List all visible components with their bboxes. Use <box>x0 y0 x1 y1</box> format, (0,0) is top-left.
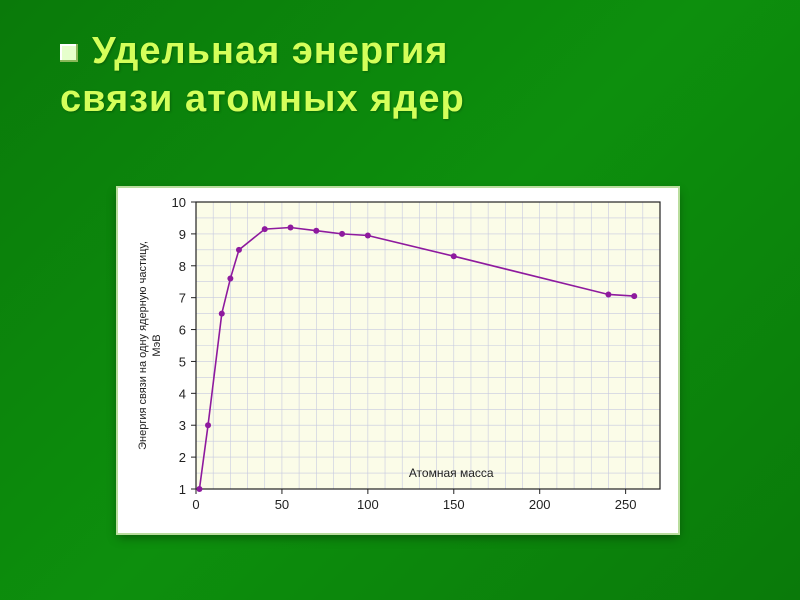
svg-text:0: 0 <box>192 497 199 512</box>
chart-svg: 0 50 100 150 200 250 1 2 3 4 5 6 7 8 9 10 Атомная масса Э… <box>118 188 678 533</box>
svg-text:50: 50 <box>275 497 289 512</box>
svg-text:9: 9 <box>179 227 186 242</box>
slide-title: Удельная энергия связи атомных ядер <box>0 0 800 133</box>
svg-text:6: 6 <box>179 323 186 338</box>
title-bullet-icon <box>60 44 78 62</box>
binding-energy-chart: 0 50 100 150 200 250 1 2 3 4 5 6 7 8 9 10 Атомная масса Э… <box>118 188 678 533</box>
svg-text:Атомная масса: Атомная масса <box>409 466 494 480</box>
title-line-1: Удельная энергия <box>92 30 448 72</box>
svg-text:2: 2 <box>179 450 186 465</box>
svg-text:200: 200 <box>529 497 551 512</box>
svg-text:8: 8 <box>179 259 186 274</box>
svg-text:150: 150 <box>443 497 465 512</box>
svg-text:Энергия связи на одну ядерную: Энергия связи на одну ядерную частицу, <box>137 241 149 450</box>
svg-text:250: 250 <box>615 497 637 512</box>
slide: Удельная энергия связи атомных ядер 0 50 1… <box>0 0 800 600</box>
svg-text:4: 4 <box>179 386 186 401</box>
title-line-2: связи атомных ядер <box>60 78 465 120</box>
svg-text:МэВ: МэВ <box>151 334 163 356</box>
svg-text:5: 5 <box>179 354 186 369</box>
svg-text:3: 3 <box>179 418 186 433</box>
svg-text:100: 100 <box>357 497 379 512</box>
svg-text:1: 1 <box>179 482 186 497</box>
svg-text:7: 7 <box>179 291 186 306</box>
svg-text:10: 10 <box>172 195 186 210</box>
